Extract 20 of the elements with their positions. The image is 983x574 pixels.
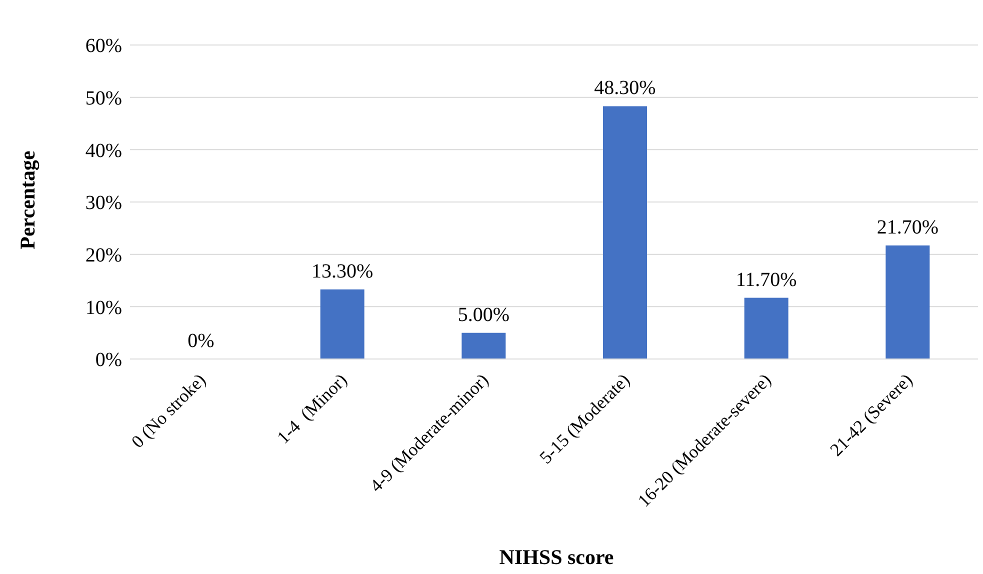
data-label: 13.30% (311, 260, 374, 282)
data-label: 5.00% (458, 304, 510, 326)
y-tick-label: 60% (85, 35, 122, 58)
bar (603, 106, 647, 359)
y-tick-label: 20% (85, 244, 122, 266)
y-tick-label: 50% (85, 87, 122, 110)
y-axis-title: Percentage (16, 150, 40, 250)
y-tick-label: 0% (95, 349, 122, 372)
data-label: 11.70% (736, 268, 797, 291)
bar (462, 332, 506, 359)
bar (744, 298, 788, 359)
data-label: 21.70% (876, 216, 939, 238)
x-axis-title: NIHSS score (498, 545, 615, 570)
y-tick-label: 40% (85, 140, 122, 162)
bar (886, 245, 930, 359)
data-label: 48.30% (594, 77, 656, 100)
bar (320, 289, 364, 359)
y-tick-label: 10% (85, 296, 122, 319)
data-label: 0% (188, 330, 214, 352)
y-tick-label: 30% (85, 192, 122, 214)
